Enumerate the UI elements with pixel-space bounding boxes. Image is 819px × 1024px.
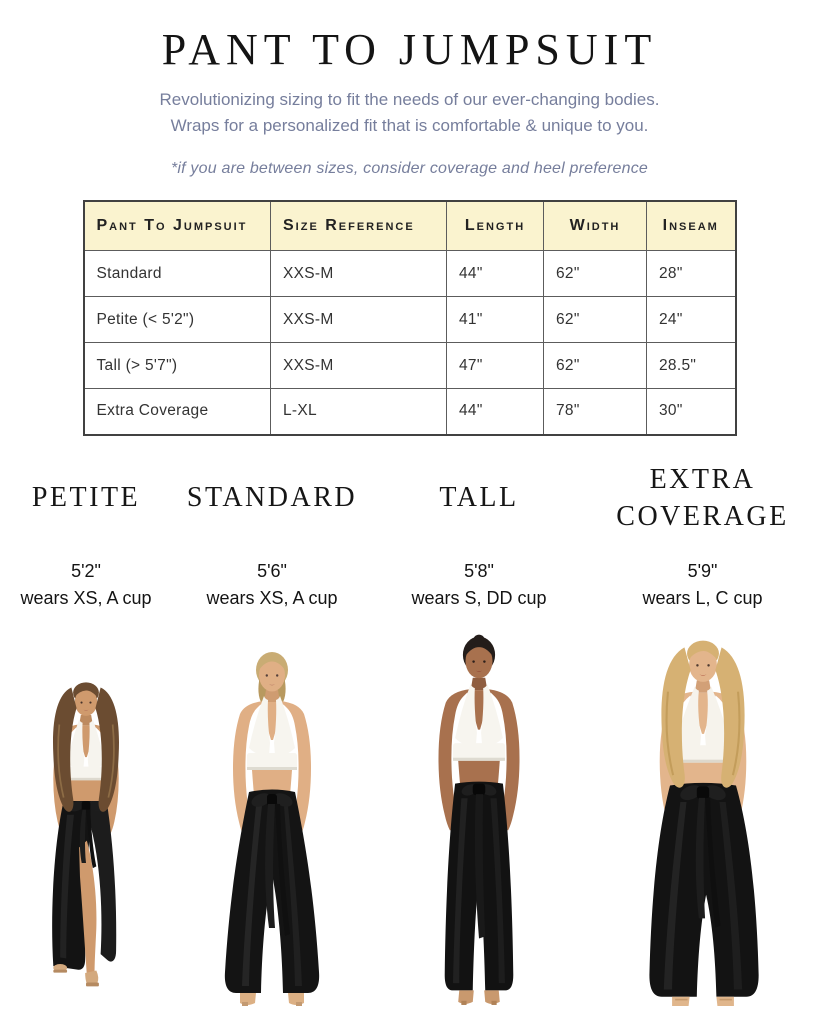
cell-inseam: 24" (646, 296, 736, 344)
subtitle-line2: Wraps for a personalized fit that is com… (170, 116, 649, 136)
table-header-row: Pant To Jumpsuit Size Reference Length W… (83, 200, 736, 252)
table-row-extra-coverage: Extra Coverage L-XL 44" 78" 30" (83, 388, 736, 436)
cell-inseam: 28.5" (646, 342, 736, 390)
cell-fit: Tall (> 5'7") (83, 342, 271, 390)
cell-fit: Extra Coverage (83, 388, 271, 436)
fit-height: 5'2" (71, 560, 101, 581)
midriff (69, 780, 103, 803)
fit-column-extra-coverage: EXTRA COVERAGE 5'9" wears L, C cup (586, 454, 819, 1006)
face (465, 642, 493, 672)
fit-label-petite: PETITE (31, 482, 141, 514)
col-header-fit: Pant To Jumpsuit (83, 200, 271, 252)
fit-height: 5'8" (464, 560, 494, 581)
col-header-length: Length (446, 200, 544, 252)
cell-ref: XXS-M (270, 342, 447, 390)
heels (53, 963, 99, 987)
slit-leg (79, 840, 97, 975)
model-box-extra-coverage (586, 618, 819, 1006)
model-box-tall (372, 618, 586, 1006)
col-header-inseam: Inseam (646, 200, 736, 252)
fit-column-petite: PETITE 5'2" wears XS, A cup (0, 454, 172, 1006)
cell-ref: L-XL (270, 388, 447, 436)
cell-inseam: 30" (646, 388, 736, 436)
face (73, 686, 99, 711)
model-photo-standard (224, 651, 320, 1006)
face (688, 646, 717, 676)
fit-details-tall: 5'8" wears S, DD cup (411, 558, 546, 612)
fit-details-petite: 5'2" wears XS, A cup (20, 558, 151, 612)
wrap-pants (444, 781, 514, 991)
halter-top (247, 695, 297, 770)
sizing-note: *if you are between sizes, consider cove… (170, 159, 649, 177)
fit-column-tall: TALL 5'8" wears S, DD cup (372, 454, 586, 1006)
model-box-standard (172, 618, 372, 1006)
size-table: Pant To Jumpsuit Size Reference Length W… (82, 199, 737, 436)
hair-locks (660, 647, 745, 788)
model-box-petite (0, 618, 172, 1006)
fit-height: 5'6" (257, 560, 287, 581)
heels (240, 992, 304, 1006)
fit-label-tall: TALL (439, 482, 519, 514)
fit-wears: wears L, C cup (642, 587, 763, 608)
subtitle: Revolutionizing sizing to fit the needs … (0, 87, 819, 140)
table-row-tall: Tall (> 5'7") XXS-M 47" 62" 28.5" (83, 342, 736, 390)
fit-details-standard: 5'6" wears XS, A cup (206, 558, 337, 612)
heels (458, 990, 500, 1005)
fit-height: 5'9" (687, 560, 718, 581)
col-header-width: Width (543, 200, 647, 252)
cell-fit: Petite (< 5'2") (83, 296, 271, 344)
cell-length: 44" (446, 388, 544, 436)
cell-length: 47" (446, 342, 544, 390)
table-row-petite: Petite (< 5'2") XXS-M 41" 62" 24" (83, 296, 736, 344)
page-title: PANT TO JUMPSUIT (161, 25, 658, 74)
cell-width: 62" (543, 342, 647, 390)
halter-top (65, 719, 107, 781)
cell-length: 41" (446, 296, 544, 344)
col-header-ref: Size Reference (270, 200, 447, 252)
model-photo-extra-coverage (648, 640, 759, 1006)
model-photo-petite (52, 682, 119, 987)
wrap-pants (52, 800, 117, 975)
fit-wears: wears XS, A cup (206, 587, 338, 608)
cell-width: 62" (543, 250, 647, 298)
heels (671, 996, 734, 1006)
cell-fit: Standard (83, 250, 271, 298)
fit-wears: wears S, DD cup (411, 587, 547, 608)
wrap-pants (224, 789, 320, 993)
cell-inseam: 28" (646, 250, 736, 298)
halter-top (673, 686, 732, 763)
cell-width: 78" (543, 388, 647, 436)
subtitle-line1: Revolutionizing sizing to fit the needs … (159, 90, 660, 109)
fit-label-standard: STANDARD (186, 482, 358, 514)
midriff (252, 769, 292, 795)
wrap-pants (648, 782, 759, 997)
fit-column-standard: STANDARD 5'6" wears XS, A cup (172, 454, 372, 1006)
hair-locks (53, 687, 119, 812)
face (259, 656, 285, 686)
model-photo-tall (438, 634, 520, 1005)
cell-width: 62" (543, 296, 647, 344)
midriff (680, 762, 725, 788)
fit-label-extra-coverage: EXTRA COVERAGE (616, 464, 789, 532)
cell-ref: XXS-M (270, 250, 447, 298)
table-row-standard: Standard XXS-M 44" 62" 28" (83, 250, 736, 298)
cell-length: 44" (446, 250, 544, 298)
fit-details-extra-coverage: 5'9" wears L, C cup (642, 558, 762, 612)
fit-wears: wears XS, A cup (20, 587, 152, 608)
midriff (458, 760, 500, 787)
cell-ref: XXS-M (270, 296, 447, 344)
halter-top (453, 683, 505, 761)
fit-columns: PETITE 5'2" wears XS, A cup (0, 454, 819, 1006)
